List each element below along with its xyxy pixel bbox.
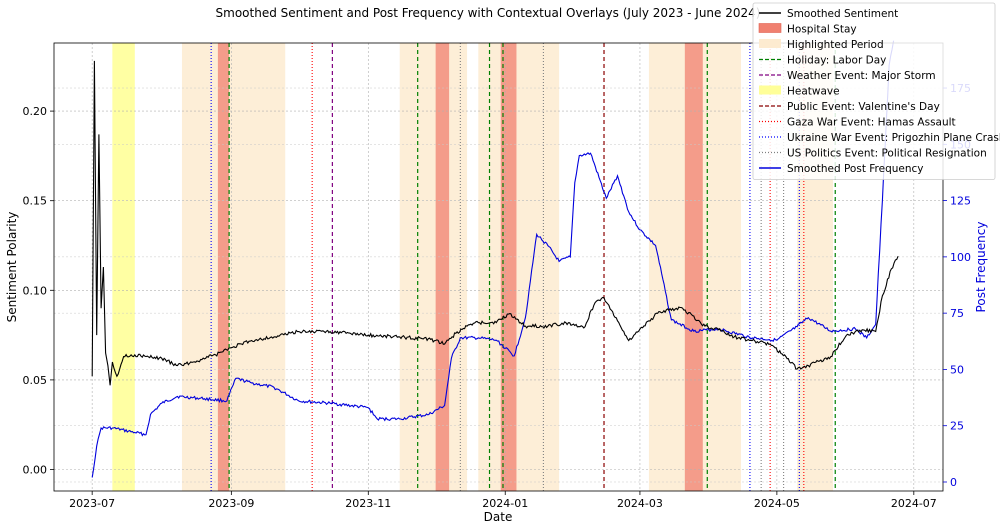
legend-label: Gaza War Event: Hamas Assault — [787, 117, 956, 129]
y-tick-label-right: 0 — [950, 476, 957, 489]
hospital-span — [684, 43, 703, 491]
plot-frame — [53, 42, 944, 492]
x-tick-label: 2023-09 — [208, 497, 254, 510]
y-axis-label-left: Sentiment Polarity — [5, 212, 19, 323]
legend: Smoothed Sentiment Hospital Stay Highlight… — [752, 2, 1000, 180]
legend-label: Smoothed Post Frequency — [787, 163, 924, 175]
y-axis-left: 0.00 0.05 0.10 0.15 0.20 — [23, 105, 54, 476]
x-axis-label: Date — [484, 510, 513, 524]
legend-swatch — [758, 23, 782, 33]
y-tick-label-left: 0.20 — [23, 105, 48, 118]
legend-swatch — [759, 39, 781, 48]
highlight-span — [478, 43, 560, 491]
x-tick-label: 2023-07 — [69, 497, 115, 510]
heatwave-span — [112, 43, 135, 491]
event-lines — [210, 43, 836, 491]
chart-title: Smoothed Sentiment and Post Frequency wi… — [216, 6, 761, 20]
legend-label: Heatwave — [787, 86, 840, 98]
x-axis: 2023-07 2023-09 2023-11 2024-01 2024-03 2024-… — [69, 491, 937, 510]
legend-box — [752, 2, 996, 180]
x-tick-label: 2024-07 — [891, 497, 937, 510]
y-tick-label-left: 0.00 — [23, 463, 48, 476]
legend-label: Ukraine War Event: Prigozhin Plane Crash — [787, 132, 1000, 144]
overlay-spans — [112, 43, 833, 491]
legend-swatch — [759, 85, 781, 95]
x-tick-label: 2024-05 — [754, 497, 800, 510]
hospital-span — [500, 43, 517, 491]
y-tick-label-left: 0.15 — [23, 195, 48, 208]
legend-label: Weather Event: Major Storm — [787, 70, 936, 82]
y-tick-label-right: 75 — [950, 307, 964, 320]
hospital-span — [435, 43, 450, 491]
x-tick-label: 2023-11 — [345, 497, 391, 510]
x-tick-label: 2024-03 — [617, 497, 663, 510]
frequency-line — [91, 40, 895, 478]
y-tick-label-right: 125 — [950, 195, 971, 208]
y-axis-label-right: Post Frequency — [974, 222, 988, 313]
legend-label: US Politics Event: Political Resignation — [787, 148, 987, 160]
legend-label: Public Event: Valentine's Day — [787, 101, 940, 113]
hospital-span — [217, 43, 230, 491]
plot-area — [54, 40, 943, 491]
highlight-span — [181, 43, 286, 491]
y-tick-label-right: 50 — [950, 363, 964, 376]
y-tick-label-left: 0.05 — [23, 374, 48, 387]
legend-label: Holiday: Labor Day — [787, 55, 886, 67]
sentiment-line — [91, 60, 899, 386]
y-tick-label-left: 0.10 — [23, 284, 48, 297]
highlight-span — [399, 43, 468, 491]
series-layer — [91, 40, 899, 478]
legend-label: Smoothed Sentiment — [787, 8, 898, 20]
x-tick-label: 2024-01 — [482, 497, 528, 510]
y-tick-label-right: 25 — [950, 420, 964, 433]
grid — [54, 43, 943, 491]
y-tick-label-right: 100 — [950, 251, 971, 264]
legend-label: Hospital Stay — [787, 24, 857, 36]
legend-label: Highlighted Period — [787, 39, 884, 51]
